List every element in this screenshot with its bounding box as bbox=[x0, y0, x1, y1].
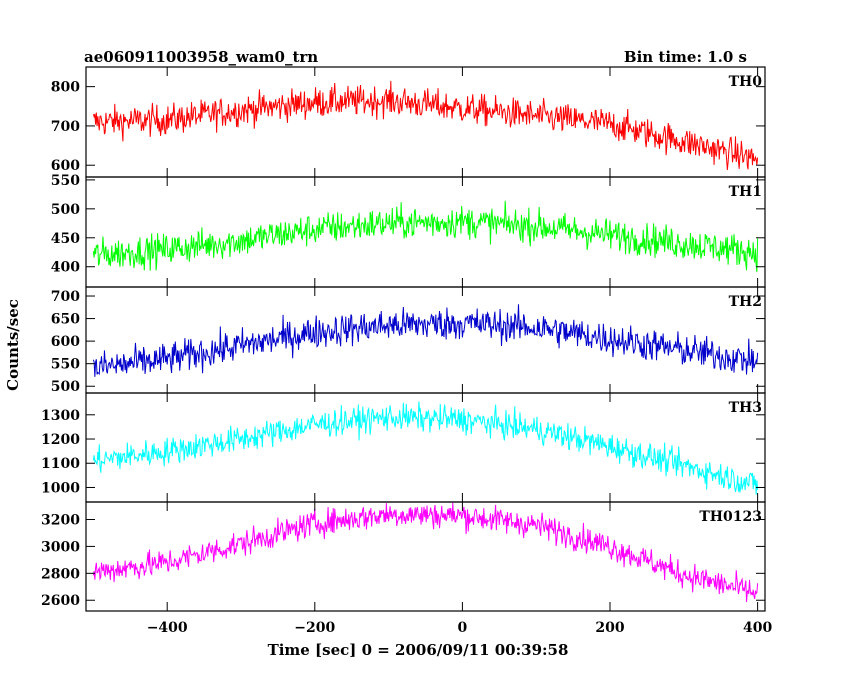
y-tick-label: 800 bbox=[51, 80, 80, 96]
panel-frame bbox=[85, 501, 766, 612]
y-tick-label: 700 bbox=[51, 119, 80, 135]
x-axis-title: Time [sec] 0 = 2006/09/11 00:39:58 bbox=[268, 641, 569, 659]
panel-label-th0123: TH0123 bbox=[699, 509, 762, 525]
x-tick-label: 400 bbox=[743, 620, 772, 636]
y-tick-label: 600 bbox=[51, 158, 80, 174]
x-tick-label: 0 bbox=[458, 620, 468, 636]
x-tick-label: 200 bbox=[595, 620, 624, 636]
y-tick-label: 1200 bbox=[41, 432, 80, 448]
y-tick-label: 450 bbox=[51, 231, 80, 247]
y-tick-label: 700 bbox=[51, 289, 80, 305]
y-tick-label: 1000 bbox=[41, 480, 80, 496]
panel-label-th3: TH3 bbox=[729, 400, 762, 416]
y-tick-label: 400 bbox=[51, 260, 80, 276]
y-tick-label: 1100 bbox=[41, 456, 80, 472]
series-line-th0123 bbox=[92, 502, 759, 603]
panel-frame bbox=[85, 176, 766, 288]
x-tick-label: −400 bbox=[147, 620, 188, 636]
y-axis-title: Counts/sec bbox=[4, 299, 22, 391]
bin-time-label: Bin time: 1.0 s bbox=[624, 48, 747, 66]
y-tick-label: 500 bbox=[51, 379, 80, 395]
y-tick-label: 3000 bbox=[41, 539, 80, 555]
y-tick-label: 600 bbox=[51, 334, 80, 350]
panel-label-th1: TH1 bbox=[729, 184, 762, 200]
y-tick-label: 550 bbox=[51, 357, 80, 373]
panel-label-th0: TH0 bbox=[729, 74, 763, 90]
x-tick-label: −200 bbox=[294, 620, 335, 636]
series-line-th2 bbox=[92, 304, 759, 377]
panel-frame bbox=[85, 66, 766, 178]
y-tick-label: 2600 bbox=[41, 593, 80, 609]
y-tick-label: 3200 bbox=[41, 512, 80, 528]
y-tick-label: 650 bbox=[51, 312, 80, 328]
panel-label-th2: TH2 bbox=[729, 294, 762, 310]
series-line-th0 bbox=[92, 80, 759, 170]
series-line-th1 bbox=[92, 200, 759, 273]
y-tick-label: 550 bbox=[51, 173, 80, 189]
series-line-th3 bbox=[92, 401, 759, 495]
y-tick-label: 1300 bbox=[41, 408, 80, 424]
y-tick-label: 2800 bbox=[41, 566, 80, 582]
y-tick-label: 500 bbox=[51, 202, 80, 218]
chart-title: ae060911003958_wam0_trn bbox=[84, 48, 318, 66]
